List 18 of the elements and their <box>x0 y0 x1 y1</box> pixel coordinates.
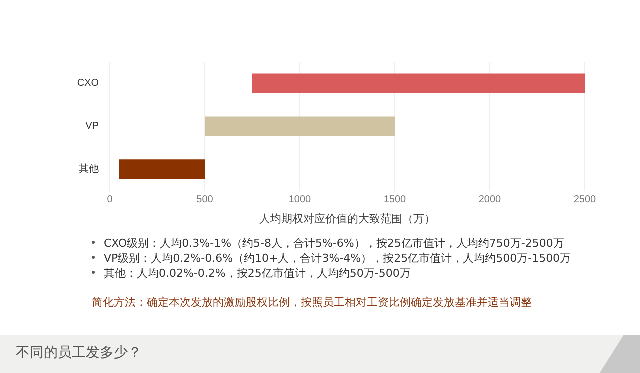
text: 其他：人均0.02%-0.2%，按25亿市值计，人均约50万-500万 <box>104 267 411 280</box>
x-tick-label: 2000 <box>478 194 502 206</box>
text: CXO级别：人均0.3%-1%（约5-8人，合计5%-6%），按25亿市值计，人均约750万-2500万 <box>104 237 564 250</box>
x-tick-label: 2500 <box>574 194 597 206</box>
y-tick-label: VP <box>86 121 100 132</box>
text: 简化方法：确定本次发放的激励股权比例，按照员工相对工资比例确定发放基准并适当调整 <box>92 296 532 309</box>
bar <box>252 74 585 94</box>
x-tick-label: 500 <box>196 194 214 206</box>
bar <box>120 160 205 179</box>
x-tick-label: 1500 <box>384 194 407 206</box>
bar <box>205 116 395 136</box>
x-tick-label: 0 <box>107 194 114 206</box>
x-axis-title: 人均期权对应价值的大致范围（万） <box>260 212 436 226</box>
text: 不同的员工发多少？ <box>16 344 142 362</box>
text: VP级别：人均0.2%-0.6%（约10+人，合计3%-4%），按25亿市值计，人均约500万-1500万 <box>104 252 572 265</box>
y-tick-label: 其他 <box>79 163 99 176</box>
y-tick-label: CXO <box>77 78 100 90</box>
x-tick-label: 1000 <box>288 194 312 206</box>
